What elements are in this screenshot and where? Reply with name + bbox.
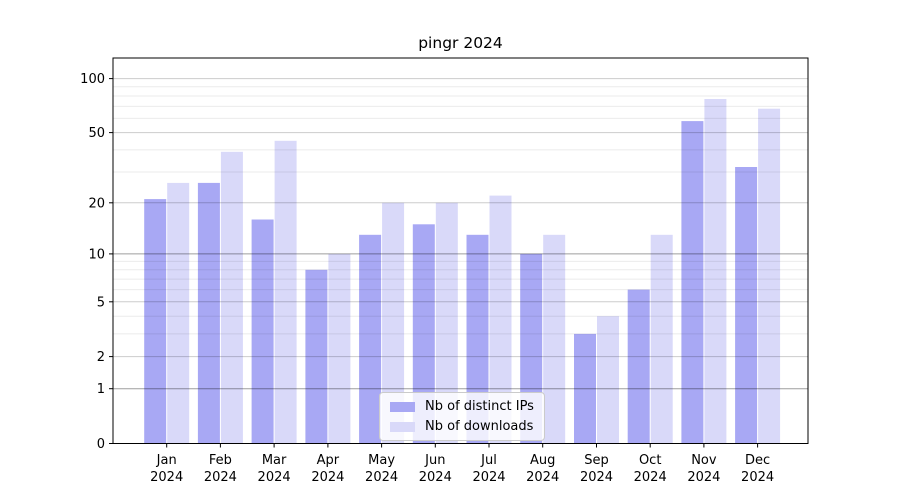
x-tick-label-year: 2024 <box>311 470 344 485</box>
bar-oct-ips <box>627 289 650 444</box>
x-tick-label-year: 2024 <box>741 470 774 485</box>
x-axis: Jan 2024 Feb 2024 Mar 2024 Apr 2024 May 2024 Jun 20… <box>150 443 774 485</box>
bar-jun-downloads <box>435 202 458 444</box>
x-tick-label-year: 2024 <box>472 470 505 485</box>
y-tick-label: 20 <box>88 196 105 211</box>
legend-swatch-downloads <box>390 421 415 432</box>
x-tick-label-month: Mar <box>262 453 287 468</box>
y-axis: 0 1 2 5 10 20 50 100 <box>80 72 113 452</box>
bar-apr-ips <box>305 269 328 444</box>
x-tick-label-month: Apr <box>317 453 340 468</box>
bar-feb-downloads <box>220 151 243 444</box>
bar-mar-ips <box>251 219 274 444</box>
bar-mar-downloads <box>274 140 297 444</box>
minor-gridlines <box>113 86 808 335</box>
bar-nov-ips <box>681 121 704 444</box>
bar-sep-ips <box>574 333 596 444</box>
bar-may-downloads <box>382 202 405 444</box>
x-tick-label-month: May <box>368 453 395 468</box>
bar-jul-downloads <box>489 195 512 444</box>
y-tick-label: 2 <box>97 350 105 365</box>
bar-apr-downloads <box>328 253 351 444</box>
x-tick-label-year: 2024 <box>580 470 613 485</box>
legend-item-downloads: Nb of downloads <box>390 420 534 433</box>
bar-jun-ips <box>412 224 435 444</box>
y-tick-label: 5 <box>97 295 105 310</box>
x-tick-label-month: Oct <box>639 453 661 468</box>
x-tick-label-year: 2024 <box>258 470 291 485</box>
x-tick-label-year: 2024 <box>204 470 237 485</box>
legend: Nb of distinct IPs Nb of downloads <box>379 392 545 441</box>
plot-border <box>112 57 809 444</box>
x-tick-label-month: Sep <box>584 453 609 468</box>
legend-item-distinct-ips: Nb of distinct IPs <box>390 400 534 413</box>
x-tick-label-year: 2024 <box>365 470 398 485</box>
bar-may-ips <box>359 234 382 444</box>
chart-title: pingr 2024 <box>418 34 503 52</box>
x-tick-label-year: 2024 <box>687 470 720 485</box>
bar-sep-downloads <box>597 316 619 444</box>
x-tick-label-month: Jun <box>424 453 445 468</box>
legend-swatch-distinct-ips <box>390 401 415 412</box>
bar-jan-ips <box>144 199 167 444</box>
bar-nov-downloads <box>704 99 727 444</box>
x-tick-label-month: Aug <box>530 453 555 468</box>
y-tick-label: 10 <box>88 247 105 262</box>
bar-jan-downloads <box>167 182 190 444</box>
x-tick-label-month: Feb <box>209 453 232 468</box>
y-tick-label: 100 <box>80 72 105 87</box>
y-tick-label: 50 <box>88 126 105 141</box>
x-tick-label-year: 2024 <box>419 470 452 485</box>
bar-jul-ips <box>466 234 489 444</box>
legend-label-distinct-ips: Nb of distinct IPs <box>425 399 534 414</box>
bars-downloads <box>167 99 781 444</box>
x-tick-label-month: Dec <box>745 453 770 468</box>
x-tick-label-year: 2024 <box>634 470 667 485</box>
bar-dec-downloads <box>758 108 781 444</box>
x-tick-label-month: Nov <box>691 453 717 468</box>
x-tick-label-month: Jan <box>156 453 177 468</box>
y-tick-label: 1 <box>97 382 105 397</box>
bar-dec-ips <box>735 167 758 444</box>
y-tick-label: 0 <box>97 437 105 452</box>
bar-feb-ips <box>197 182 220 444</box>
legend-label-downloads: Nb of downloads <box>425 419 534 434</box>
bar-oct-downloads <box>650 234 673 444</box>
major-gridlines <box>113 78 808 390</box>
x-tick-label-month: Jul <box>480 453 497 468</box>
bar-aug-downloads <box>543 234 566 444</box>
x-tick-label-year: 2024 <box>150 470 183 485</box>
bars-distinct-ips <box>144 121 758 444</box>
x-tick-label-year: 2024 <box>526 470 559 485</box>
